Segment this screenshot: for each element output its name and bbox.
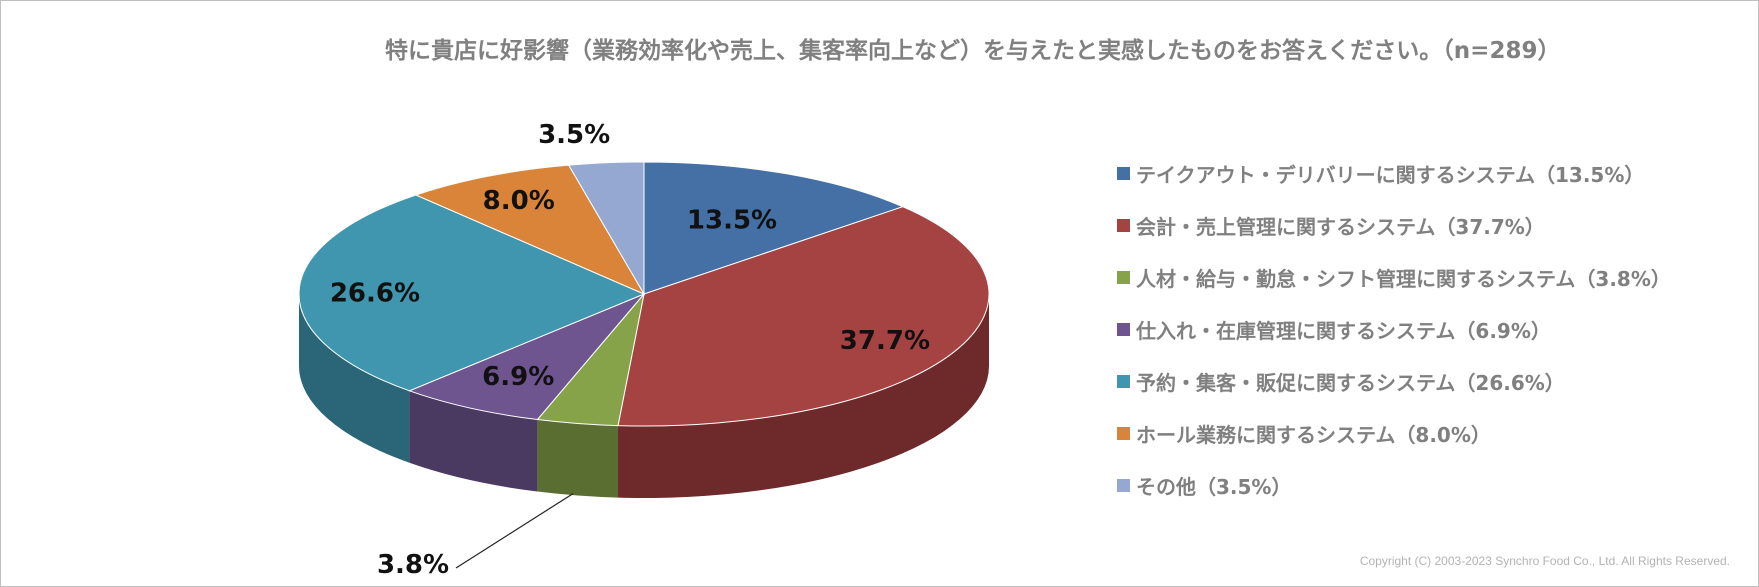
legend-label: その他（3.5%） <box>1136 474 1292 499</box>
data-label-6: 8.0% <box>483 186 555 216</box>
legend-item-1: テイクアウト・デリバリーに関するシステム（13.5%） <box>1117 147 1671 199</box>
pie-side-2 <box>618 294 989 498</box>
data-label-group: 13.5% 37.7% 3.8% 6.9% 26.6% 8.0% 3.5% <box>330 120 930 580</box>
legend-swatch <box>1117 322 1130 336</box>
pie-top-group <box>298 161 990 427</box>
legend-item-2: 会計・売上管理に関するシステム（37.7%） <box>1117 199 1671 251</box>
pie-slice-6 <box>414 164 646 296</box>
pie-slice-5 <box>298 194 646 392</box>
pie-side-5 <box>299 294 410 463</box>
legend-label: 人材・給与・勤怠・シフト管理に関するシステム（3.8%） <box>1136 266 1671 291</box>
legend-swatch <box>1117 426 1130 440</box>
legend-swatch <box>1117 374 1130 388</box>
pie-slice-1 <box>643 161 905 295</box>
legend-label: 仕入れ・在庫管理に関するシステム（6.9%） <box>1136 318 1551 343</box>
legend-swatch <box>1117 166 1130 180</box>
legend-swatch <box>1117 270 1130 284</box>
data-label-1: 13.5% <box>687 205 777 235</box>
pie-slice-7 <box>567 161 645 296</box>
legend-item-3: 人材・給与・勤怠・シフト管理に関するシステム（3.8%） <box>1117 251 1671 303</box>
data-label-7: 3.5% <box>538 120 610 150</box>
leader-line <box>455 492 574 569</box>
legend: テイクアウト・デリバリーに関するシステム（13.5%） 会計・売上管理に関するシス… <box>1117 147 1671 511</box>
pie-slice-2 <box>617 206 990 427</box>
data-label-3: 3.8% <box>377 550 449 580</box>
pie-side-4 <box>409 390 538 492</box>
legend-label: 会計・売上管理に関するシステム（37.7%） <box>1136 214 1545 239</box>
data-label-4: 6.9% <box>482 362 554 392</box>
pie-slice-4 <box>408 293 645 421</box>
copyright-text: Copyright (C) 2003-2023 Synchro Food Co.… <box>1359 554 1730 568</box>
legend-item-7: その他（3.5%） <box>1117 459 1671 511</box>
legend-label: 予約・集客・販促に関するシステム（26.6%） <box>1136 370 1565 395</box>
data-label-2: 37.7% <box>840 326 930 356</box>
legend-swatch <box>1117 218 1130 232</box>
legend-item-5: 予約・集客・販促に関するシステム（26.6%） <box>1117 355 1671 407</box>
legend-label: テイクアウト・デリバリーに関するシステム（13.5%） <box>1136 162 1645 187</box>
chart-title: 特に貴店に好影響（業務効率化や売上、集客率向上など）を与えたと実感したものをお答… <box>385 38 1561 64</box>
pie-side-group <box>299 294 989 498</box>
data-label-5: 26.6% <box>330 279 420 309</box>
legend-label: ホール業務に関するシステム（8.0%） <box>1136 422 1491 447</box>
legend-swatch <box>1117 478 1130 492</box>
pie-side-3 <box>537 419 619 498</box>
legend-item-4: 仕入れ・在庫管理に関するシステム（6.9%） <box>1117 303 1671 355</box>
legend-item-6: ホール業務に関するシステム（8.0%） <box>1117 407 1671 459</box>
